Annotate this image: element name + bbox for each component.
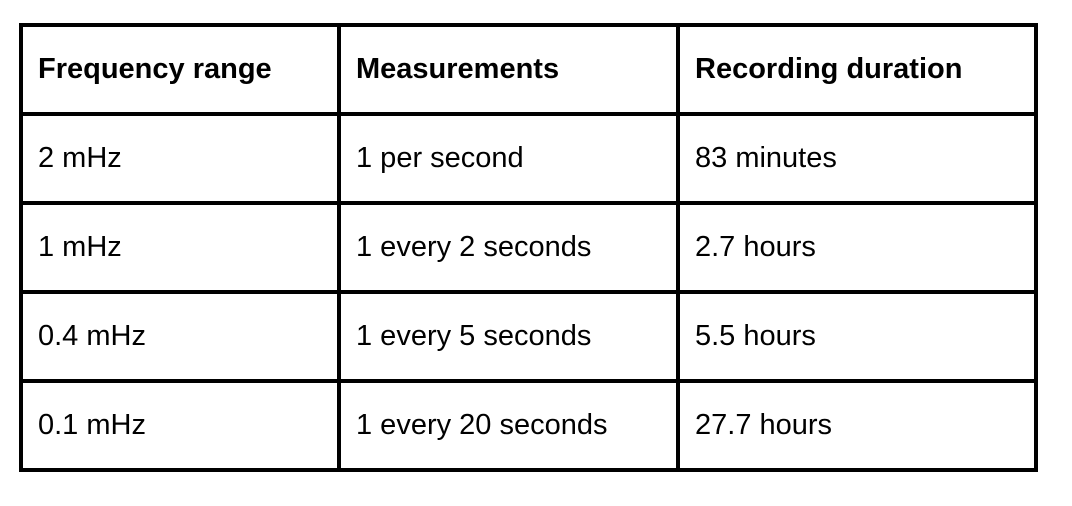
cell-duration: 5.5 hours	[676, 290, 1038, 383]
cell-frequency: 1 mHz	[19, 201, 341, 294]
header-recording-duration: Recording duration	[676, 23, 1038, 116]
header-measurements: Measurements	[337, 23, 680, 116]
cell-measurements: 1 every 2 seconds	[337, 201, 680, 294]
cell-measurements: 1 every 20 seconds	[337, 379, 680, 472]
header-frequency-range: Frequency range	[19, 23, 341, 116]
cell-frequency: 2 mHz	[19, 112, 341, 205]
cell-frequency: 0.1 mHz	[19, 379, 341, 472]
cell-duration: 27.7 hours	[676, 379, 1038, 472]
cell-duration: 2.7 hours	[676, 201, 1038, 294]
cell-frequency: 0.4 mHz	[19, 290, 341, 383]
table-row: 0.1 mHz 1 every 20 seconds 27.7 hours	[19, 379, 1038, 472]
cell-measurements: 1 per second	[337, 112, 680, 205]
table-row: 2 mHz 1 per second 83 minutes	[19, 112, 1038, 205]
table-row: 1 mHz 1 every 2 seconds 2.7 hours	[19, 201, 1038, 294]
cell-duration: 83 minutes	[676, 112, 1038, 205]
frequency-table: Frequency range Measurements Recording d…	[19, 23, 1038, 472]
cell-measurements: 1 every 5 seconds	[337, 290, 680, 383]
table-row: 0.4 mHz 1 every 5 seconds 5.5 hours	[19, 290, 1038, 383]
table-header-row: Frequency range Measurements Recording d…	[19, 23, 1038, 116]
